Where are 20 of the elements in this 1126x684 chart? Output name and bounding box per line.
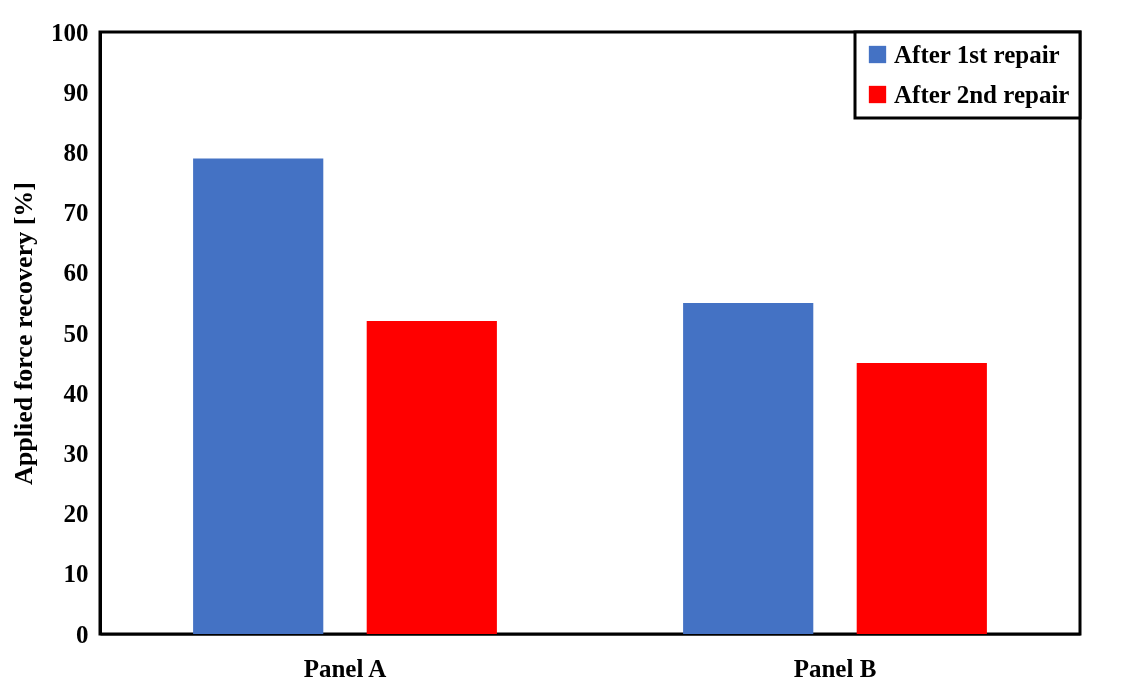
legend-label: After 2nd repair — [894, 80, 1070, 108]
y-tick-label: 50 — [63, 319, 89, 347]
y-tick-label: 0 — [76, 620, 89, 648]
y-tick-label: 90 — [63, 78, 89, 106]
y-tick-label: 70 — [63, 199, 89, 227]
x-tick-label: Panel A — [303, 654, 387, 682]
y-axis-title: Applied force recovery [%] — [9, 182, 38, 485]
x-tick-label: Panel B — [793, 654, 877, 682]
bar — [193, 158, 324, 634]
y-tick-label: 30 — [63, 439, 89, 467]
y-tick-label: 100 — [51, 18, 89, 46]
bar — [366, 320, 497, 634]
legend-label: After 1st repair — [894, 40, 1060, 68]
y-tick-label: 80 — [63, 138, 89, 166]
bar — [683, 302, 814, 634]
y-tick-label: 40 — [63, 379, 89, 407]
y-tick-label: 20 — [63, 500, 89, 528]
bar — [856, 363, 987, 634]
y-tick-label: 10 — [63, 560, 89, 588]
y-tick-label: 60 — [63, 259, 89, 287]
